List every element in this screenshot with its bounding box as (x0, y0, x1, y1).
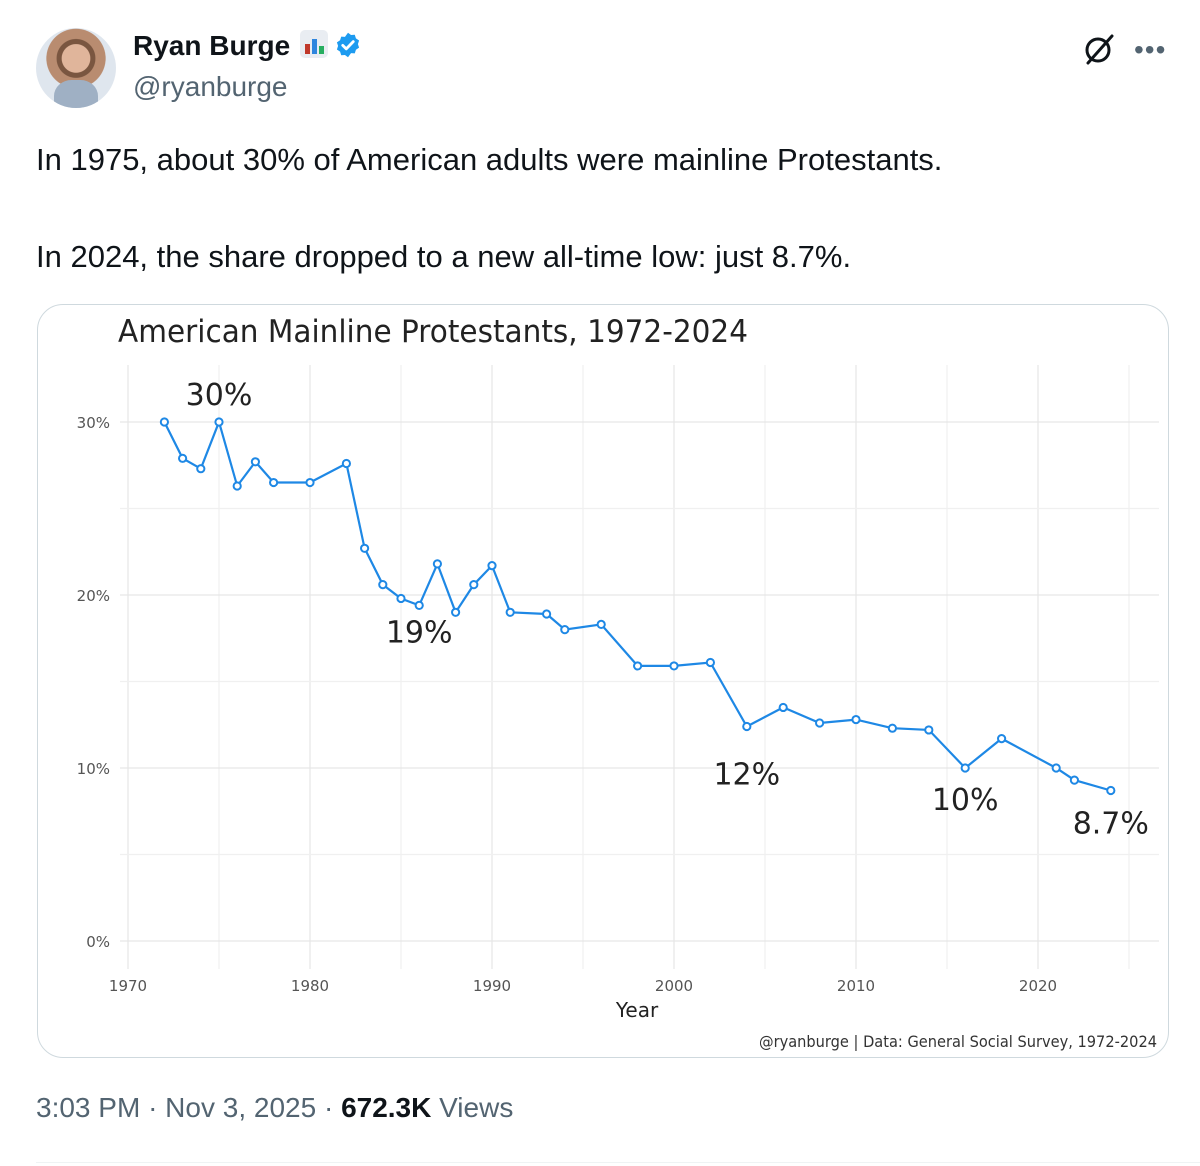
data-point (887, 723, 898, 733)
grok-icon[interactable] (1082, 32, 1116, 66)
data-labels: 30% 19% 12% 10% 8.7% (186, 378, 1149, 841)
views-count: 672.3K (341, 1092, 432, 1123)
data-label: 30% (186, 378, 253, 413)
y-tick-label: 10% (77, 760, 110, 778)
more-options-icon[interactable]: ••• (1134, 34, 1167, 65)
avatar[interactable] (36, 28, 116, 108)
author-name-row[interactable]: Ryan Burge (133, 30, 362, 62)
series-line (163, 418, 1112, 792)
data-point (960, 763, 970, 773)
data-point (487, 560, 497, 571)
chart-image-card[interactable]: 0% 10% 20% 30% 1970 1980 1990 2000 2010 2020 30% 1… (37, 304, 1169, 1058)
data-point (305, 477, 315, 488)
x-tick-label: 1980 (291, 977, 329, 995)
data-point (596, 619, 606, 630)
data-point (778, 702, 788, 713)
data-points (159, 417, 1116, 796)
data-point (1051, 763, 1061, 773)
data-point (196, 464, 206, 474)
chart-axes: 0% 10% 20% 30% 1970 1980 1990 2000 2010 2020 (77, 414, 1057, 995)
y-tick-label: 30% (77, 414, 110, 432)
tweet-date[interactable]: Nov 3, 2025 (165, 1092, 317, 1123)
chart-caption: @ryanburge | Data: General Social Survey… (759, 1032, 1157, 1051)
data-point (1069, 775, 1080, 785)
y-tick-label: 20% (77, 587, 110, 605)
data-point (851, 714, 861, 725)
divider (36, 1162, 1200, 1163)
data-point (269, 477, 279, 488)
data-label: 10% (932, 783, 999, 818)
data-point (451, 607, 461, 617)
verified-badge-icon[interactable] (334, 31, 362, 59)
data-point (178, 453, 188, 463)
y-tick-label: 0% (86, 933, 110, 951)
data-point (542, 609, 552, 619)
data-point (505, 607, 515, 617)
data-point (414, 600, 424, 610)
x-tick-label: 1990 (473, 977, 511, 995)
data-point (432, 559, 442, 569)
chart-title: American Mainline Protestants, 1972-2024 (118, 314, 748, 350)
data-point (997, 733, 1007, 744)
separator: · (323, 1092, 334, 1123)
data-point (378, 580, 388, 590)
data-point (469, 580, 479, 590)
x-axis-title: Year (615, 998, 659, 1022)
data-point (633, 661, 643, 671)
author-handle[interactable]: @ryanburge (133, 71, 288, 102)
data-point (1106, 785, 1116, 796)
separator: · (148, 1092, 158, 1123)
tweet-meta: 3:03 PM · Nov 3, 2025 · 672.3K Views (36, 1092, 513, 1124)
data-point (669, 661, 679, 671)
data-point (360, 543, 370, 553)
data-label: 12% (713, 757, 780, 792)
data-point (815, 718, 825, 728)
line-chart: 0% 10% 20% 30% 1970 1980 1990 2000 2010 2020 30% 1… (77, 314, 1159, 1051)
x-tick-label: 2020 (1019, 977, 1057, 995)
data-point (341, 458, 351, 469)
data-point (214, 417, 224, 427)
author-name[interactable]: Ryan Burge (133, 30, 291, 61)
bar-chart-emoji-icon (300, 30, 329, 58)
tweet-time[interactable]: 3:03 PM (36, 1092, 141, 1123)
data-point (250, 457, 260, 467)
data-label: 8.7% (1073, 806, 1149, 841)
data-point (560, 625, 570, 635)
tweet-text-line-1: In 1975, about 30% of American adults we… (36, 142, 943, 177)
data-point (705, 657, 716, 668)
data-label: 19% (386, 615, 453, 650)
tweet-text-line-2: In 2024, the share dropped to a new all-… (36, 239, 852, 274)
views-label: Views (439, 1092, 514, 1123)
data-point (396, 593, 406, 604)
x-tick-label: 2010 (837, 977, 875, 995)
data-point (924, 725, 934, 735)
data-point (232, 481, 242, 491)
data-point (159, 417, 170, 427)
chart-grid (120, 365, 1159, 969)
x-tick-label: 2000 (655, 977, 693, 995)
data-point (742, 721, 752, 732)
x-tick-label: 1970 (109, 977, 147, 995)
